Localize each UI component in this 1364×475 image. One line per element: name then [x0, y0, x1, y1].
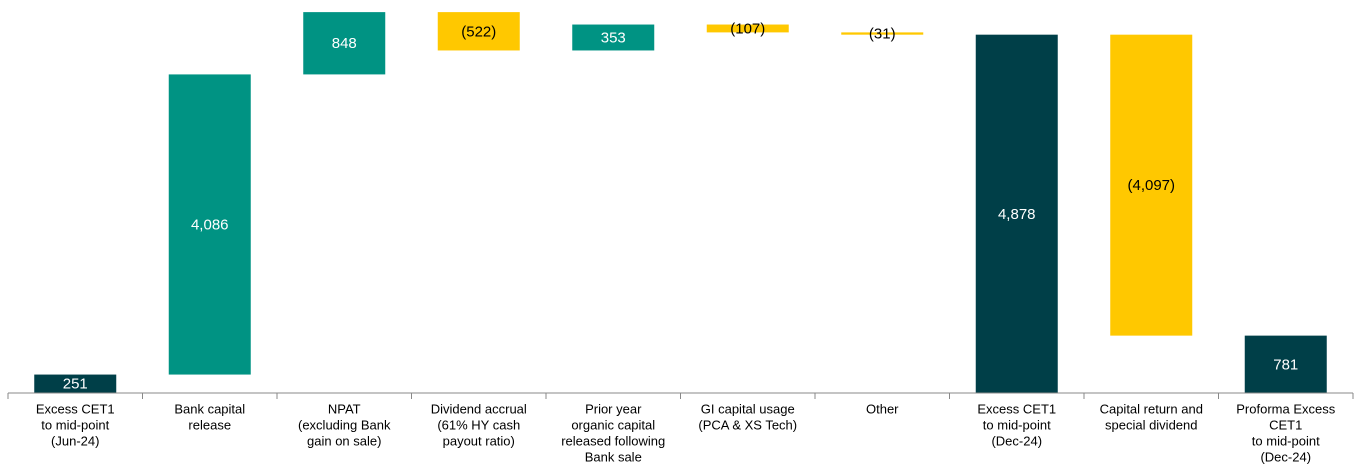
x-tick-label: CET1 [1269, 417, 1302, 432]
x-tick-label: Proforma Excess [1236, 401, 1335, 416]
bar [572, 24, 655, 51]
value-label: 848 [332, 35, 357, 52]
x-tick-label: Excess CET1 [36, 401, 115, 416]
x-tick-label: organic capital [571, 417, 655, 432]
value-label: (522) [461, 23, 496, 40]
value-label: (4,097) [1127, 177, 1175, 194]
bar [303, 12, 386, 75]
value-label: 4,878 [998, 206, 1036, 223]
value-label: 353 [601, 29, 626, 46]
bar [437, 12, 520, 51]
bar [706, 24, 789, 33]
x-tick-label: payout ratio) [443, 433, 515, 448]
x-tick-label: released following [561, 433, 665, 448]
x-tick-label: GI capital usage [701, 401, 795, 416]
value-label: 781 [1273, 356, 1298, 373]
value-label: (107) [730, 20, 765, 37]
x-tick-label: Bank sale [585, 449, 642, 464]
x-tick-label: Capital return and [1100, 401, 1203, 416]
bar [34, 374, 117, 393]
value-label: (31) [869, 26, 896, 43]
bar [975, 34, 1058, 393]
x-tick-label: Prior year [585, 401, 642, 416]
x-tick-label: (Jun-24) [51, 433, 99, 448]
x-tick-label: (Dec-24) [991, 433, 1042, 448]
value-label: 4,086 [191, 216, 229, 233]
x-tick-label: Excess CET1 [977, 401, 1056, 416]
bar [1244, 335, 1327, 393]
x-tick-label: to mid-point [41, 417, 109, 432]
x-tick-label: (61% HY cash [437, 417, 520, 432]
value-label: 251 [63, 376, 88, 393]
x-tick-label: to mid-point [1252, 433, 1320, 448]
bar [168, 74, 251, 375]
x-tick-label: (Dec-24) [1260, 449, 1311, 464]
x-tick-label: special dividend [1105, 417, 1198, 432]
x-tick-label: release [188, 417, 231, 432]
x-tick-label: Other [866, 401, 899, 416]
x-tick-label: (PCA & XS Tech) [698, 417, 797, 432]
x-tick-label: (excluding Bank [298, 417, 391, 432]
x-tick-label: Dividend accrual [431, 401, 527, 416]
bar [841, 32, 924, 35]
x-tick-label: NPAT [328, 401, 361, 416]
bar [1110, 34, 1193, 336]
x-tick-label: gain on sale) [307, 433, 381, 448]
x-tick-label: Bank capital [174, 401, 245, 416]
x-tick-label: to mid-point [983, 417, 1051, 432]
